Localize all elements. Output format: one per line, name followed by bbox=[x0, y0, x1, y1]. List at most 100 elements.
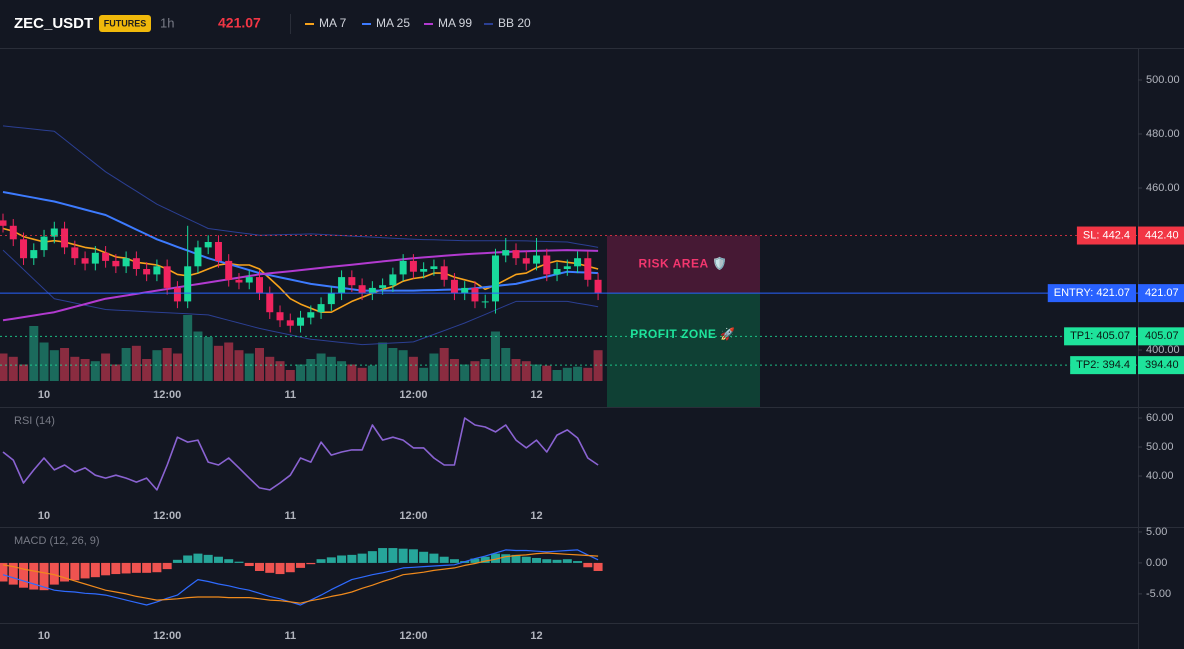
volume-bar bbox=[60, 348, 70, 381]
macd-bar bbox=[378, 548, 388, 563]
volume-bar bbox=[460, 364, 470, 381]
zone bbox=[607, 293, 760, 407]
macd-line bbox=[2, 549, 599, 606]
price-tag-bg bbox=[1138, 226, 1184, 245]
x-tick-label: 11 bbox=[284, 630, 296, 642]
volume-bar bbox=[490, 331, 500, 381]
candle-body bbox=[266, 293, 274, 313]
candle-body bbox=[256, 277, 263, 294]
volume-bar bbox=[49, 350, 59, 381]
volume-bar bbox=[285, 370, 295, 381]
y-tick-label: 50.00 bbox=[1146, 441, 1174, 453]
macd-bar bbox=[183, 555, 193, 563]
volume-bar bbox=[367, 365, 377, 381]
candle-body bbox=[317, 304, 325, 313]
volume-bar bbox=[552, 370, 562, 381]
volume-bar bbox=[408, 356, 418, 381]
volume-bar bbox=[532, 364, 542, 381]
macd-bar bbox=[532, 557, 542, 563]
macd-bar bbox=[367, 551, 377, 563]
price-tag: 421.07 bbox=[1145, 287, 1179, 299]
volume-bar bbox=[429, 353, 439, 381]
macd-bar bbox=[193, 553, 203, 563]
macd-bar bbox=[80, 562, 90, 579]
candle-body bbox=[153, 266, 161, 275]
volume-bar bbox=[8, 356, 18, 381]
candle-body bbox=[132, 258, 140, 270]
interval: 1h bbox=[160, 15, 174, 30]
candle-body bbox=[9, 225, 17, 240]
candle-body bbox=[368, 287, 376, 294]
volume-bar bbox=[80, 359, 90, 381]
candle-body bbox=[574, 258, 582, 267]
macd-bar bbox=[449, 559, 459, 563]
macd-bar bbox=[172, 559, 182, 563]
candle-body bbox=[40, 236, 48, 251]
candle-body bbox=[399, 260, 407, 275]
x-tick-label: 12:00 bbox=[399, 389, 427, 401]
volume-bar bbox=[193, 331, 203, 381]
macd-bar bbox=[439, 556, 449, 563]
macd-bar bbox=[29, 562, 39, 590]
macd-bar bbox=[408, 549, 418, 563]
volume-bar bbox=[131, 345, 141, 381]
volume-bar bbox=[583, 367, 593, 381]
volume-bar bbox=[480, 359, 490, 381]
macd-bar bbox=[234, 561, 244, 563]
x-tick-label: 12 bbox=[530, 389, 542, 401]
volume-bar bbox=[521, 361, 531, 381]
candle-body bbox=[0, 220, 7, 226]
macd-bar bbox=[49, 562, 59, 585]
candle-body bbox=[358, 285, 366, 294]
x-tick-label: 11 bbox=[284, 389, 296, 401]
candle-body bbox=[553, 269, 561, 275]
x-tick-label: 10 bbox=[38, 510, 50, 522]
volume-bar bbox=[39, 342, 49, 381]
candle-body bbox=[204, 242, 212, 248]
volume-bar bbox=[439, 348, 449, 381]
volume-bar bbox=[357, 367, 367, 381]
macd-bar bbox=[8, 562, 18, 585]
level-label: ENTRY: 421.07 bbox=[1054, 287, 1130, 299]
candle-body bbox=[20, 239, 28, 259]
volume-bar bbox=[111, 364, 121, 381]
volume-bar bbox=[234, 350, 244, 381]
zone-label: RISK AREA 🛡️ bbox=[639, 256, 728, 270]
price-tag: 442.40 bbox=[1145, 229, 1179, 241]
volume-bar bbox=[19, 364, 29, 381]
volume-bar bbox=[255, 348, 264, 381]
y-tick-label: 60.00 bbox=[1146, 412, 1174, 424]
candle-body bbox=[297, 317, 305, 326]
macd-bar bbox=[388, 548, 398, 563]
volume-bar bbox=[90, 361, 100, 381]
macd-bar bbox=[429, 553, 439, 563]
zone-label: PROFIT ZONE 🚀 bbox=[630, 327, 735, 341]
y-tick-label: 500.00 bbox=[1146, 74, 1180, 86]
x-tick-label: 12:00 bbox=[153, 630, 181, 642]
legend-label: MA 7 bbox=[319, 16, 347, 30]
macd-bar bbox=[306, 562, 316, 565]
macd-bar bbox=[501, 554, 511, 563]
macd-bar bbox=[19, 562, 29, 588]
volume-bar bbox=[470, 361, 480, 381]
price-tag-bg bbox=[1138, 327, 1184, 346]
macd-line bbox=[2, 552, 599, 604]
y-tick-label: 40.00 bbox=[1146, 470, 1174, 482]
macd-bar bbox=[60, 562, 70, 582]
candle-body bbox=[102, 252, 110, 261]
macd-bar bbox=[0, 562, 8, 582]
candle-body bbox=[184, 266, 192, 302]
last-price: 421.07 bbox=[218, 15, 261, 31]
candle-body bbox=[481, 301, 489, 303]
volume-bar bbox=[0, 353, 8, 381]
candle-body bbox=[379, 285, 387, 288]
symbol: ZEC_USDT bbox=[14, 15, 93, 32]
candle-body bbox=[491, 255, 499, 302]
volume-bar bbox=[378, 342, 388, 381]
volume-bar bbox=[398, 350, 408, 381]
volume-bar bbox=[213, 345, 223, 381]
price-tag: 394.40 bbox=[1145, 359, 1179, 371]
macd-bar bbox=[203, 554, 213, 563]
macd-bar bbox=[521, 556, 531, 563]
